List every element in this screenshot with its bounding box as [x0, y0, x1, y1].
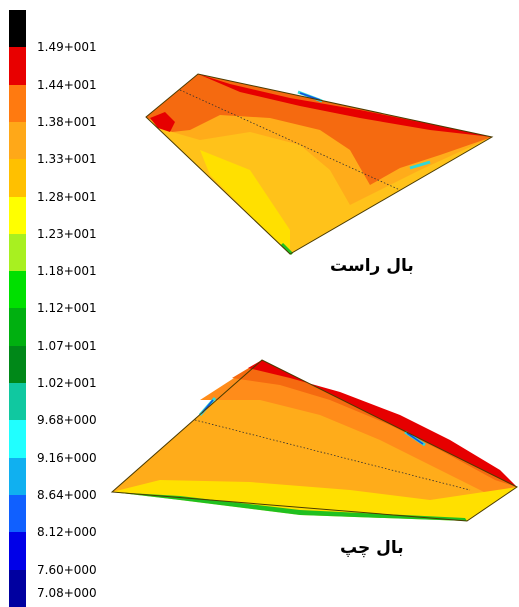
left-wing — [112, 360, 517, 521]
left-wing-caption: بال چپ — [340, 538, 404, 558]
right-wing — [146, 74, 492, 254]
right-wing-caption: بال راست — [330, 256, 414, 276]
